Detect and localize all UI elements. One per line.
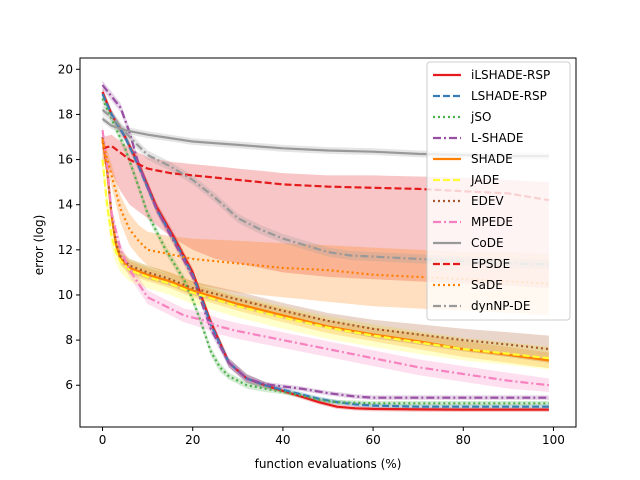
series-line-3 (101, 84, 549, 399)
legend-label: jSO (470, 110, 491, 124)
x-axis-ticks: 0 20 40 60 80 100 (99, 427, 565, 447)
y-axis-ticks: 6 8 10 12 14 16 18 20 (58, 62, 80, 392)
x-tick-label: 60 (365, 433, 380, 447)
legend-label: SaDE (471, 278, 503, 292)
y-axis-label: error (log) (32, 215, 46, 276)
x-tick-label: 80 (456, 433, 471, 447)
legend-label: MPEDE (471, 215, 513, 229)
series-line-9 (102, 144, 550, 202)
band-7 (102, 123, 549, 393)
series-line-10 (101, 141, 549, 285)
series-lines (101, 84, 550, 411)
y-tick-label: 8 (65, 333, 73, 347)
legend-label: iLSHADE-RSP (471, 68, 550, 82)
y-tick-label: 14 (58, 198, 73, 212)
y-tick-label: 10 (58, 288, 73, 302)
legend-label: EDEV (471, 194, 504, 208)
y-tick-label: 12 (58, 243, 73, 257)
series-line-6 (101, 136, 550, 351)
series-line-11 (101, 109, 549, 266)
legend-label: L-SHADE (471, 131, 523, 145)
legend-label: EPSDE (471, 257, 510, 271)
series-line-4 (101, 139, 550, 362)
x-tick-label: 0 (99, 433, 107, 447)
x-tick-label: 40 (275, 433, 290, 447)
band-6 (102, 130, 549, 363)
x-tick-label: 100 (542, 433, 565, 447)
series-line-5 (101, 159, 550, 360)
legend-label: CoDE (471, 236, 504, 250)
legend-label: JADE (470, 173, 499, 187)
legend-label: dynNP-DE (471, 299, 530, 313)
x-tick-label: 20 (185, 433, 200, 447)
legend-label: LSHADE-RSP (471, 89, 547, 103)
x-axis-label: function evaluations (%) (255, 457, 402, 471)
plot-frame (79, 57, 577, 428)
y-tick-label: 6 (65, 378, 73, 392)
y-tick-label: 16 (58, 153, 73, 167)
legend-box (426, 61, 571, 321)
y-tick-label: 20 (58, 62, 73, 76)
y-tick-label: 18 (58, 107, 73, 121)
series-line-1 (101, 93, 549, 408)
series-line-2 (101, 98, 549, 405)
legend: iLSHADE-RSP LSHADE-RSP jSO L-SHADE SHADE JADE… (426, 61, 571, 321)
legend-label: SHADE (471, 152, 513, 166)
band-4 (102, 132, 549, 369)
